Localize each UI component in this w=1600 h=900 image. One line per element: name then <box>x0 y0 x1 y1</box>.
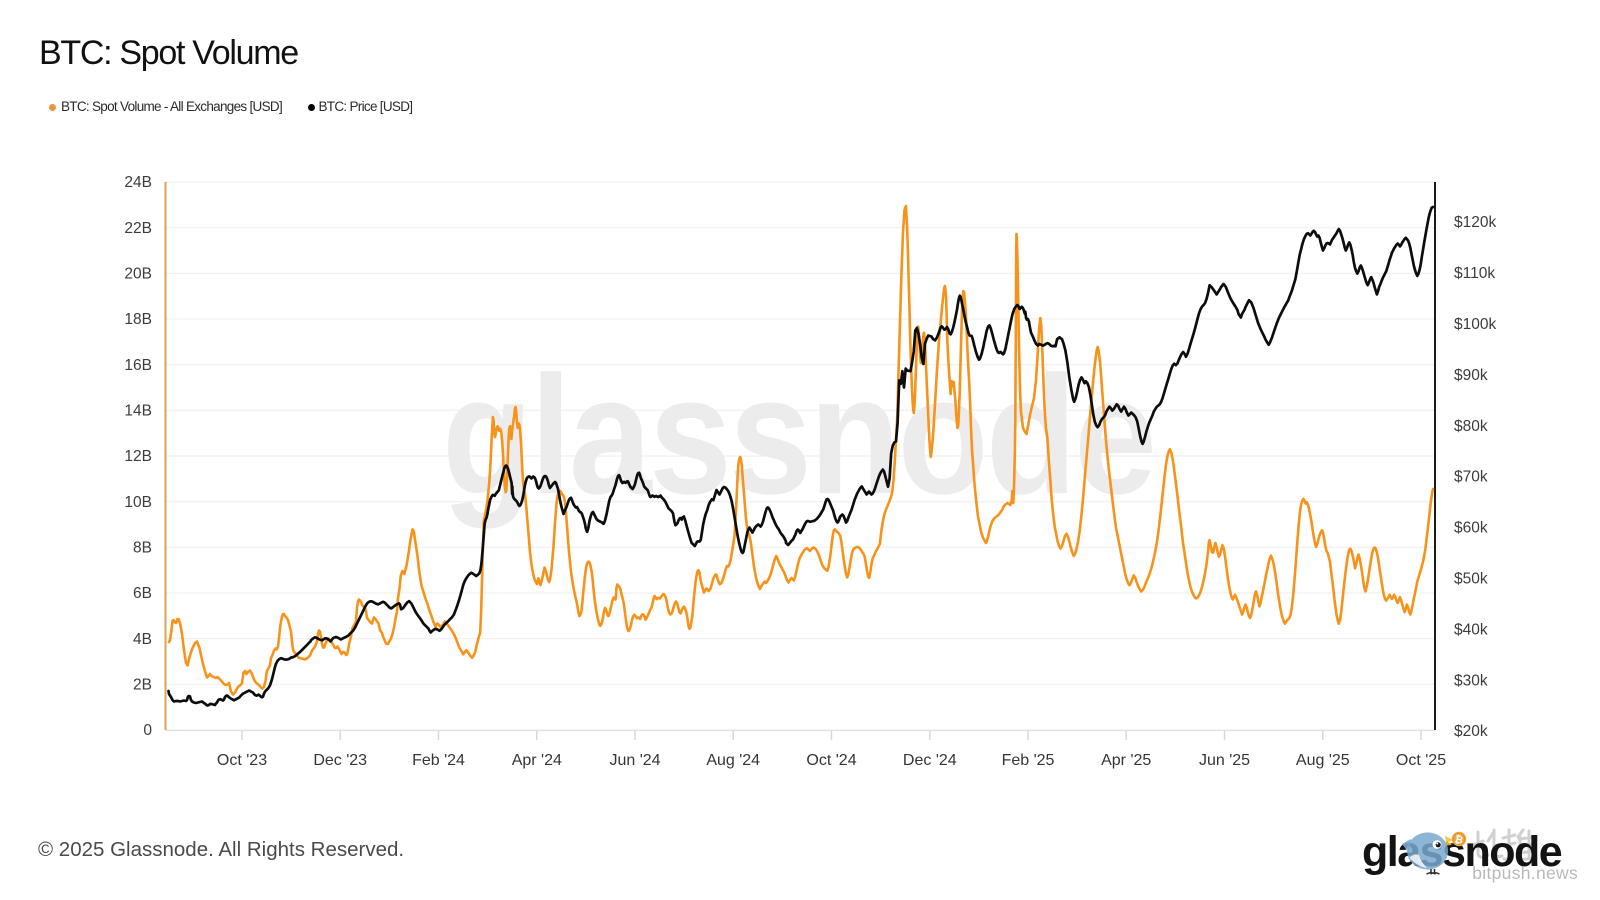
svg-text:4B: 4B <box>133 631 152 648</box>
svg-text:24B: 24B <box>124 174 152 191</box>
svg-text:22B: 22B <box>124 220 152 237</box>
svg-text:2B: 2B <box>133 677 152 694</box>
svg-text:16B: 16B <box>124 357 152 374</box>
svg-text:Apr '24: Apr '24 <box>512 752 562 769</box>
svg-text:$80k: $80k <box>1454 418 1488 435</box>
svg-text:12B: 12B <box>124 448 152 465</box>
svg-text:Dec '24: Dec '24 <box>903 752 957 769</box>
svg-text:Aug '24: Aug '24 <box>706 752 760 769</box>
svg-text:14B: 14B <box>124 403 152 420</box>
svg-text:$90k: $90k <box>1454 367 1488 384</box>
svg-text:$40k: $40k <box>1454 621 1488 638</box>
svg-text:Oct '25: Oct '25 <box>1396 752 1446 769</box>
svg-text:18B: 18B <box>124 311 152 328</box>
svg-text:$50k: $50k <box>1454 571 1488 588</box>
svg-text:8B: 8B <box>133 540 152 557</box>
svg-text:$100k: $100k <box>1454 316 1496 333</box>
svg-text:Feb '25: Feb '25 <box>1002 752 1055 769</box>
svg-text:Jun '24: Jun '24 <box>609 752 660 769</box>
svg-text:20B: 20B <box>124 266 152 283</box>
svg-text:Oct '23: Oct '23 <box>217 752 267 769</box>
svg-text:0: 0 <box>143 722 152 739</box>
svg-text:Aug '25: Aug '25 <box>1296 752 1350 769</box>
svg-text:$20k: $20k <box>1454 723 1488 740</box>
svg-text:Dec '23: Dec '23 <box>313 752 367 769</box>
svg-text:10B: 10B <box>124 494 152 511</box>
svg-text:$60k: $60k <box>1454 520 1488 537</box>
svg-text:$110k: $110k <box>1454 265 1495 282</box>
svg-text:₿: ₿ <box>1453 833 1465 847</box>
svg-text:6B: 6B <box>133 585 152 602</box>
svg-text:Oct '24: Oct '24 <box>806 752 856 769</box>
svg-text:Feb '24: Feb '24 <box>412 752 465 769</box>
svg-text:$30k: $30k <box>1454 672 1488 689</box>
svg-text:Jun '25: Jun '25 <box>1199 752 1250 769</box>
svg-text:$70k: $70k <box>1454 469 1488 486</box>
svg-text:$120k: $120k <box>1454 214 1496 231</box>
svg-text:Apr '25: Apr '25 <box>1101 752 1151 769</box>
